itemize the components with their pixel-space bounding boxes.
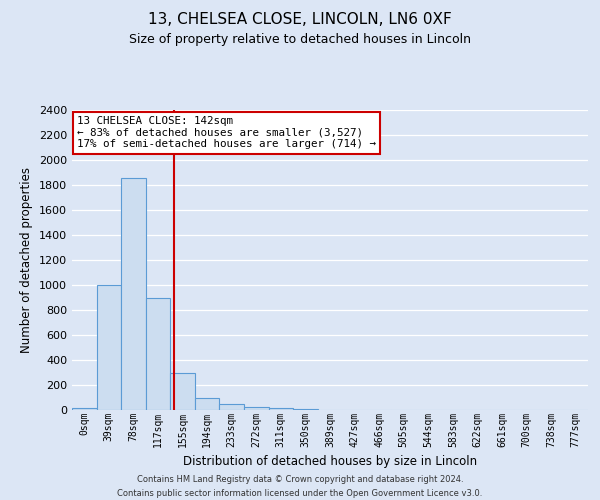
- Bar: [72, 408, 97, 410]
- Bar: [97, 285, 121, 410]
- Bar: [195, 398, 220, 410]
- Text: Size of property relative to detached houses in Lincoln: Size of property relative to detached ho…: [129, 32, 471, 46]
- Text: 13 CHELSEA CLOSE: 142sqm
← 83% of detached houses are smaller (3,527)
17% of sem: 13 CHELSEA CLOSE: 142sqm ← 83% of detach…: [77, 116, 376, 149]
- Bar: [293, 409, 318, 410]
- Bar: [146, 298, 170, 410]
- Bar: [121, 178, 146, 410]
- Bar: [170, 372, 195, 410]
- Text: Contains HM Land Registry data © Crown copyright and database right 2024.
Contai: Contains HM Land Registry data © Crown c…: [118, 476, 482, 498]
- Bar: [220, 404, 244, 410]
- Text: 13, CHELSEA CLOSE, LINCOLN, LN6 0XF: 13, CHELSEA CLOSE, LINCOLN, LN6 0XF: [148, 12, 452, 28]
- Bar: [244, 407, 269, 410]
- Y-axis label: Number of detached properties: Number of detached properties: [20, 167, 34, 353]
- Bar: [269, 408, 293, 410]
- X-axis label: Distribution of detached houses by size in Lincoln: Distribution of detached houses by size …: [183, 455, 477, 468]
